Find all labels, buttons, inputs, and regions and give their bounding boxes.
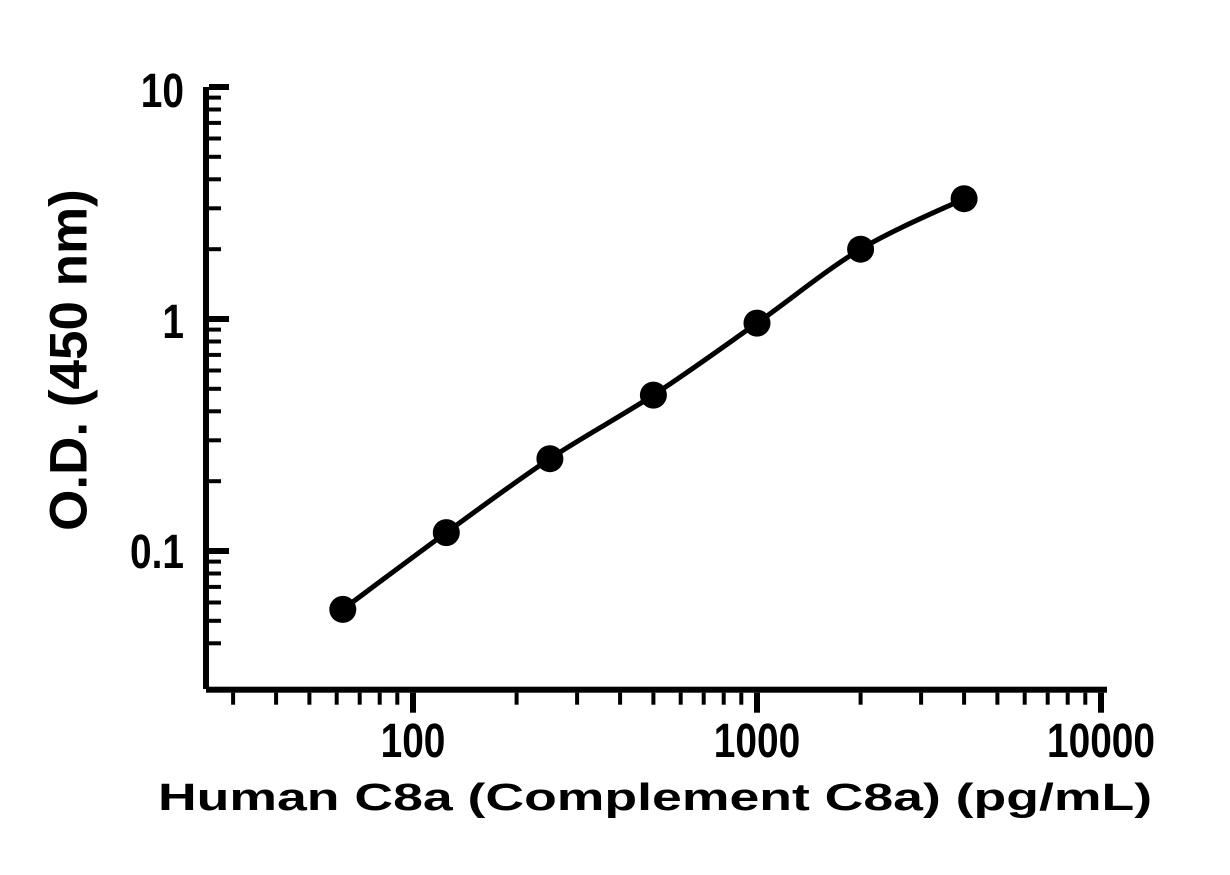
svg-text:1000: 1000 [714,714,800,768]
svg-text:Human C8a (Complement C8a) (pg: Human C8a (Complement C8a) (pg/mL) [158,776,1152,819]
svg-text:10: 10 [141,64,184,118]
svg-text:0.1: 0.1 [130,525,184,579]
svg-text:1: 1 [162,295,184,349]
svg-text:100: 100 [381,714,446,768]
svg-text:O.D. (450 nm): O.D. (450 nm) [40,189,99,531]
svg-text:10000: 10000 [1047,714,1155,768]
